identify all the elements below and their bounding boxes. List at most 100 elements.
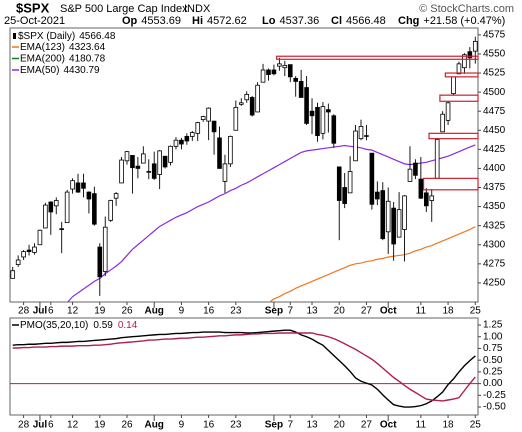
legend-item: EMA(50) 4430.79	[20, 65, 100, 76]
y-tick-label: 4375	[483, 182, 506, 193]
y-tick-label: 0.00	[483, 378, 503, 389]
y-tick-label: 4575	[483, 30, 506, 41]
x-tick-label: 28	[18, 306, 30, 317]
candle-body	[184, 135, 190, 142]
candle-body	[146, 171, 152, 173]
candle-body	[200, 116, 206, 120]
candle-body	[429, 195, 435, 201]
index-name: S&P 500 Large Cap Index	[60, 3, 188, 15]
x-tick-label: 13	[306, 420, 318, 431]
candle-body	[102, 226, 108, 272]
date: 25-Oct-2021	[4, 15, 65, 27]
candle-body	[342, 187, 347, 204]
symbol: $SPX	[16, 0, 50, 15]
legend-value: 4180.78	[69, 53, 106, 64]
y-tick-label: 4550	[483, 49, 506, 60]
candle-body	[53, 200, 59, 207]
legend-value: 4430.79	[63, 65, 100, 76]
y-tick-label: 4275	[483, 258, 506, 269]
y-tick-label: 4525	[483, 68, 506, 79]
candle-body	[135, 165, 141, 169]
zone	[428, 132, 479, 140]
legend-label: PMO(35,20,10)	[20, 320, 88, 331]
candle-body	[304, 87, 309, 124]
quote-item: Hi 4572.62	[192, 15, 247, 27]
legend-value: 4323.64	[69, 42, 106, 53]
y-tick-label: 4350	[483, 201, 506, 212]
candle-body	[124, 151, 130, 162]
x-tick-label: 16	[203, 306, 215, 317]
x-tick-label: Sep	[265, 306, 283, 317]
candle-body	[86, 191, 92, 200]
x-tick-label: 18	[443, 420, 455, 431]
x-tick-label: 27	[361, 306, 373, 317]
candle-body	[467, 51, 473, 59]
x-tick-label: 19	[94, 306, 106, 317]
legend-item: $SPX (Daily) 4566.48	[18, 31, 116, 42]
x-tick-label: 20	[334, 306, 346, 317]
candle-body	[385, 200, 391, 233]
candle-body	[266, 69, 271, 75]
x-tick-label: Oct	[380, 306, 397, 317]
x-tick-label: 6	[48, 420, 54, 431]
candle-body	[15, 259, 21, 266]
legend-item: PMO(35,20,10) 0.59 0.14	[20, 320, 138, 331]
legend-candle	[13, 33, 16, 39]
quote-value: 4572.62	[207, 15, 247, 27]
y-tick-label: 0.50	[483, 355, 503, 366]
candle-body	[407, 168, 413, 182]
zone	[444, 72, 479, 78]
x-tick-label: 23	[230, 420, 242, 431]
candle-body	[423, 192, 429, 207]
quote-item: Op 4553.69	[122, 15, 181, 27]
x-tick-label: Jul	[33, 420, 48, 431]
candle-body	[445, 102, 451, 121]
y-tick-label: -0.25	[483, 390, 506, 401]
y-tick-label: 4400	[483, 163, 506, 174]
candle-body	[315, 106, 320, 137]
x-tick-label: 11	[416, 306, 427, 317]
quote-label: Hi	[192, 15, 203, 27]
candle-body	[260, 69, 266, 83]
y-tick-label: 1.25	[483, 320, 503, 331]
candle-body	[173, 139, 179, 147]
quote-label: Cl	[331, 15, 342, 27]
candle-body	[26, 249, 32, 253]
candle-body	[396, 209, 402, 238]
x-tick-label: 20	[334, 420, 346, 431]
candle-body	[271, 69, 277, 75]
y-tick-label: 4325	[483, 220, 506, 231]
legend-label: EMA(123)	[20, 42, 65, 53]
candle-body	[189, 132, 195, 137]
candle-body	[364, 135, 369, 137]
candle-body	[37, 229, 43, 246]
legend-label: $SPX (Daily)	[18, 31, 75, 42]
candle-body	[113, 193, 119, 199]
x-tick-label: 16	[203, 420, 215, 431]
candle-body	[21, 251, 26, 258]
zone	[276, 55, 479, 60]
series-line	[12, 329, 476, 408]
legend-label: EMA(50)	[20, 65, 59, 76]
quote-value: 4537.36	[279, 15, 319, 27]
candle-body	[233, 106, 239, 131]
legend-value: 4566.48	[79, 31, 116, 42]
candle-body	[151, 163, 157, 179]
x-tick-label: 9	[179, 306, 185, 317]
candle-body	[81, 182, 86, 189]
legend-value: 0.14	[118, 320, 138, 331]
candle-body	[391, 207, 396, 245]
x-tick-label: Jul	[33, 306, 48, 317]
exchange: INDX	[184, 3, 211, 15]
candle-body	[92, 193, 97, 225]
x-tick-label: 7	[287, 306, 293, 317]
y-tick-label: 4500	[483, 87, 506, 98]
candle-body	[462, 54, 467, 69]
candle-body	[402, 195, 407, 230]
y-tick-label: 1.00	[483, 331, 503, 342]
legend-value: 0.59	[93, 320, 113, 331]
x-tick-label: 26	[121, 420, 133, 431]
candle-body	[380, 190, 386, 240]
candle-body	[75, 182, 81, 193]
